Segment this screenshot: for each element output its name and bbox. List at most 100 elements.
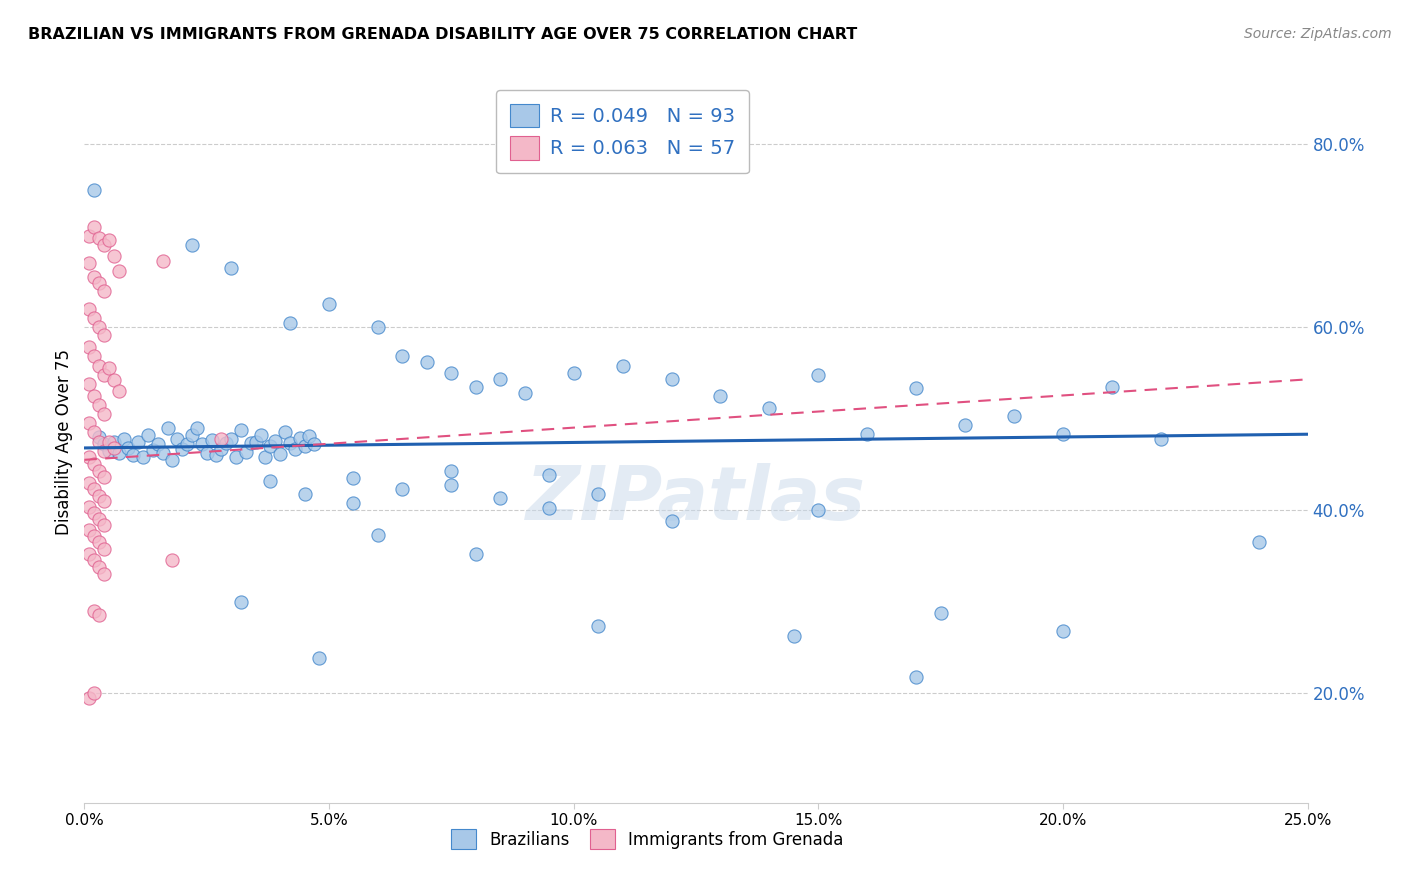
Point xyxy=(229,594,252,608)
Point xyxy=(416,355,439,369)
Point xyxy=(195,445,218,459)
Point xyxy=(103,249,125,263)
Point xyxy=(905,670,928,684)
Point xyxy=(93,470,115,484)
Point xyxy=(83,529,105,543)
Point xyxy=(1052,624,1074,638)
Point xyxy=(783,629,806,643)
Point xyxy=(77,450,100,464)
Point xyxy=(367,528,389,542)
Point xyxy=(239,436,262,450)
Point xyxy=(1247,535,1270,549)
Point xyxy=(136,428,159,442)
Point xyxy=(83,425,105,440)
Point xyxy=(97,443,120,458)
Point xyxy=(807,368,830,382)
Text: ZIPatlas: ZIPatlas xyxy=(526,463,866,536)
Y-axis label: Disability Age Over 75: Disability Age Over 75 xyxy=(55,349,73,534)
Point xyxy=(225,450,247,464)
Point xyxy=(215,436,238,450)
Point xyxy=(172,442,194,456)
Point xyxy=(367,320,389,334)
Point xyxy=(77,475,100,490)
Point xyxy=(1101,379,1123,393)
Point xyxy=(200,433,222,447)
Point xyxy=(176,437,198,451)
Point xyxy=(87,359,110,373)
Point xyxy=(245,435,267,450)
Point xyxy=(489,372,512,386)
Point xyxy=(254,450,277,464)
Point xyxy=(181,238,204,252)
Point xyxy=(288,431,311,445)
Point xyxy=(107,384,129,399)
Point xyxy=(440,477,463,491)
Point xyxy=(93,284,115,298)
Point xyxy=(278,316,301,330)
Point xyxy=(87,320,110,334)
Point xyxy=(83,458,105,472)
Point xyxy=(612,359,634,373)
Point xyxy=(758,401,780,415)
Point xyxy=(93,494,115,508)
Point xyxy=(77,301,100,316)
Point xyxy=(83,506,105,520)
Point xyxy=(186,421,208,435)
Point xyxy=(77,228,100,243)
Point xyxy=(83,389,105,403)
Point xyxy=(905,382,928,396)
Point xyxy=(205,448,228,462)
Point xyxy=(132,450,155,464)
Point xyxy=(83,482,105,496)
Point xyxy=(87,559,110,574)
Point xyxy=(77,500,100,515)
Point xyxy=(856,427,879,442)
Point xyxy=(122,448,145,462)
Point xyxy=(562,366,585,380)
Point xyxy=(93,541,115,556)
Point xyxy=(440,366,463,380)
Point xyxy=(513,386,536,401)
Point xyxy=(103,441,125,455)
Point xyxy=(464,379,486,393)
Point xyxy=(1052,427,1074,442)
Point xyxy=(93,327,115,342)
Point xyxy=(103,373,125,387)
Point xyxy=(93,517,115,532)
Point xyxy=(87,464,110,478)
Point xyxy=(929,606,952,620)
Point xyxy=(661,372,683,386)
Point xyxy=(274,425,297,440)
Point xyxy=(97,434,120,449)
Point xyxy=(219,432,242,446)
Point xyxy=(83,553,105,567)
Point xyxy=(489,491,512,506)
Point xyxy=(107,446,129,460)
Point xyxy=(87,277,110,291)
Point xyxy=(259,474,281,488)
Point xyxy=(440,464,463,478)
Point xyxy=(586,486,609,500)
Point xyxy=(191,437,214,451)
Point xyxy=(77,376,100,391)
Point xyxy=(93,567,115,582)
Point xyxy=(87,488,110,502)
Point xyxy=(152,446,174,460)
Point xyxy=(152,254,174,268)
Point xyxy=(953,418,976,433)
Point xyxy=(77,690,100,705)
Point xyxy=(87,398,110,412)
Text: BRAZILIAN VS IMMIGRANTS FROM GRENADA DISABILITY AGE OVER 75 CORRELATION CHART: BRAZILIAN VS IMMIGRANTS FROM GRENADA DIS… xyxy=(28,27,858,42)
Point xyxy=(342,471,364,485)
Point xyxy=(83,219,105,234)
Point xyxy=(1002,409,1025,423)
Legend: Brazilians, Immigrants from Grenada: Brazilians, Immigrants from Grenada xyxy=(441,819,853,860)
Point xyxy=(249,428,271,442)
Point xyxy=(77,416,100,430)
Point xyxy=(308,651,330,665)
Point xyxy=(209,432,232,446)
Point xyxy=(304,437,326,451)
Point xyxy=(284,442,307,456)
Point xyxy=(93,407,115,421)
Point xyxy=(87,430,110,444)
